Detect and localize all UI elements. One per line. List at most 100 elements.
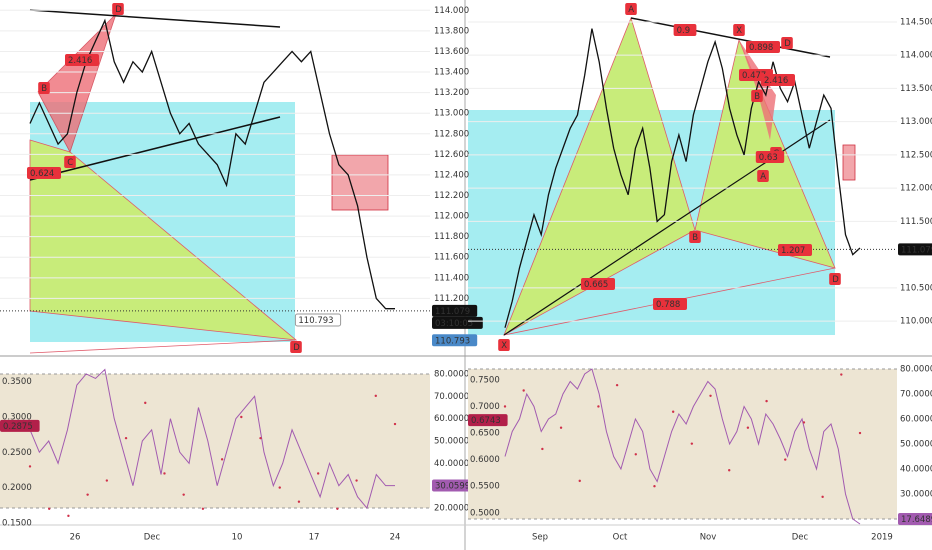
- x-tick-label: Sep: [532, 533, 548, 543]
- value-tag: 17.6489: [898, 513, 932, 525]
- y-tick-label: 0.2000: [2, 483, 32, 493]
- pattern-red: [37, 13, 117, 154]
- y-tick-label: 0.3000: [2, 413, 32, 423]
- y-tick-label: 112.600: [434, 150, 469, 160]
- value-tag: B: [38, 82, 50, 94]
- value-tag: 110.793: [294, 313, 342, 327]
- dot: [634, 453, 637, 456]
- tag-box: [112, 3, 124, 15]
- tag-label: 2.416: [68, 56, 92, 66]
- y-tick-label: 112.200: [434, 191, 469, 201]
- tag-label: 0.788: [656, 300, 680, 310]
- tag-label: 0.6743: [471, 416, 501, 426]
- dot: [144, 401, 147, 405]
- dot: [503, 405, 507, 408]
- value-tag: B: [689, 231, 701, 243]
- dot: [278, 486, 281, 489]
- tag-label: 0.624: [30, 169, 54, 179]
- value-tag: 0.6743: [468, 414, 508, 427]
- dot: [746, 426, 750, 429]
- value-tag: D: [781, 37, 793, 49]
- y2-tick-label: 20.0000: [434, 504, 469, 514]
- value-tag: 2.416: [65, 54, 99, 66]
- dot: [220, 458, 224, 461]
- y-tick-label: 113.000: [900, 117, 932, 127]
- dot: [182, 493, 185, 496]
- trend-line: [29, 116, 281, 181]
- x-tick-label: 10: [232, 533, 243, 543]
- tag-label: B: [692, 233, 698, 243]
- tag-label: A: [760, 172, 766, 182]
- y-tick-label: 113.600: [434, 47, 469, 57]
- trend-line: [630, 17, 831, 58]
- tag-box: [778, 244, 812, 256]
- tag-label: C: [67, 158, 73, 168]
- value-tag: 110.793: [432, 334, 478, 347]
- tag-box: [27, 167, 61, 179]
- tag-label: 111.079: [901, 245, 932, 255]
- tag-label: 17.6489: [901, 515, 932, 525]
- value-tag: X: [733, 24, 745, 36]
- tag-label: X: [736, 26, 742, 36]
- dot: [615, 383, 619, 387]
- dot: [336, 507, 339, 510]
- y-tick-label: 111.600: [434, 253, 469, 263]
- tag-box: [761, 74, 795, 86]
- y-tick-label: 111.400: [434, 273, 469, 283]
- dot: [48, 507, 51, 510]
- dot: [690, 442, 694, 445]
- x-tick-label: 26: [70, 533, 81, 543]
- tag-box: [689, 231, 701, 243]
- tag-box: [432, 316, 483, 329]
- dot: [821, 495, 824, 499]
- dot: [67, 514, 70, 518]
- tag-label: 0.63: [759, 153, 778, 163]
- tag-label: 2.416: [764, 76, 788, 86]
- dot: [559, 426, 563, 429]
- dot: [374, 394, 377, 398]
- y-tick-label: 0.6500: [470, 429, 500, 439]
- tag-label: D: [832, 275, 839, 285]
- tag-box: [38, 82, 50, 94]
- value-tag: X: [498, 339, 510, 351]
- tag-box: [498, 339, 510, 351]
- y2-tick-label: 70.0000: [900, 390, 932, 400]
- y2-tick-label: 50.0000: [900, 440, 932, 450]
- dot: [28, 465, 32, 468]
- tag-box: [746, 41, 780, 53]
- value-tag: C: [64, 156, 76, 168]
- tag-box: [432, 479, 478, 492]
- dot: [597, 405, 600, 408]
- y-tick-label: 0.5500: [470, 482, 500, 492]
- dot: [653, 484, 656, 488]
- price-line: [29, 368, 395, 510]
- dot: [858, 431, 862, 435]
- value-tag: A: [757, 170, 769, 182]
- value-tag: 111.079: [432, 304, 478, 317]
- value-tag: 0.788: [653, 298, 687, 310]
- y2-tick-label: 80.0000: [434, 369, 469, 379]
- y2-tick-label: 30.0000: [900, 490, 932, 500]
- dot: [784, 458, 787, 461]
- tag-box: [898, 243, 932, 256]
- value-tag: 1.207: [778, 244, 812, 256]
- y2-tick-label: 80.0000: [900, 365, 932, 375]
- y-tick-label: 112.400: [434, 170, 469, 180]
- tag-box: [432, 304, 478, 317]
- tag-label: X: [501, 341, 507, 351]
- dot: [709, 394, 712, 398]
- dot: [728, 469, 731, 472]
- tag-label: 0.665: [584, 280, 608, 290]
- y-tick-label: 112.800: [434, 129, 469, 139]
- price-line: [504, 28, 861, 328]
- y2-tick-label: 60.0000: [900, 415, 932, 425]
- y-tick-label: 113.800: [434, 26, 469, 36]
- tag-label: B: [41, 84, 47, 94]
- value-tag: 0.2875: [0, 419, 40, 432]
- tag-box: [65, 54, 99, 66]
- tag-label: 111.079: [435, 307, 470, 317]
- tag-label: 0.2875: [3, 422, 33, 432]
- tag-box: [581, 278, 615, 290]
